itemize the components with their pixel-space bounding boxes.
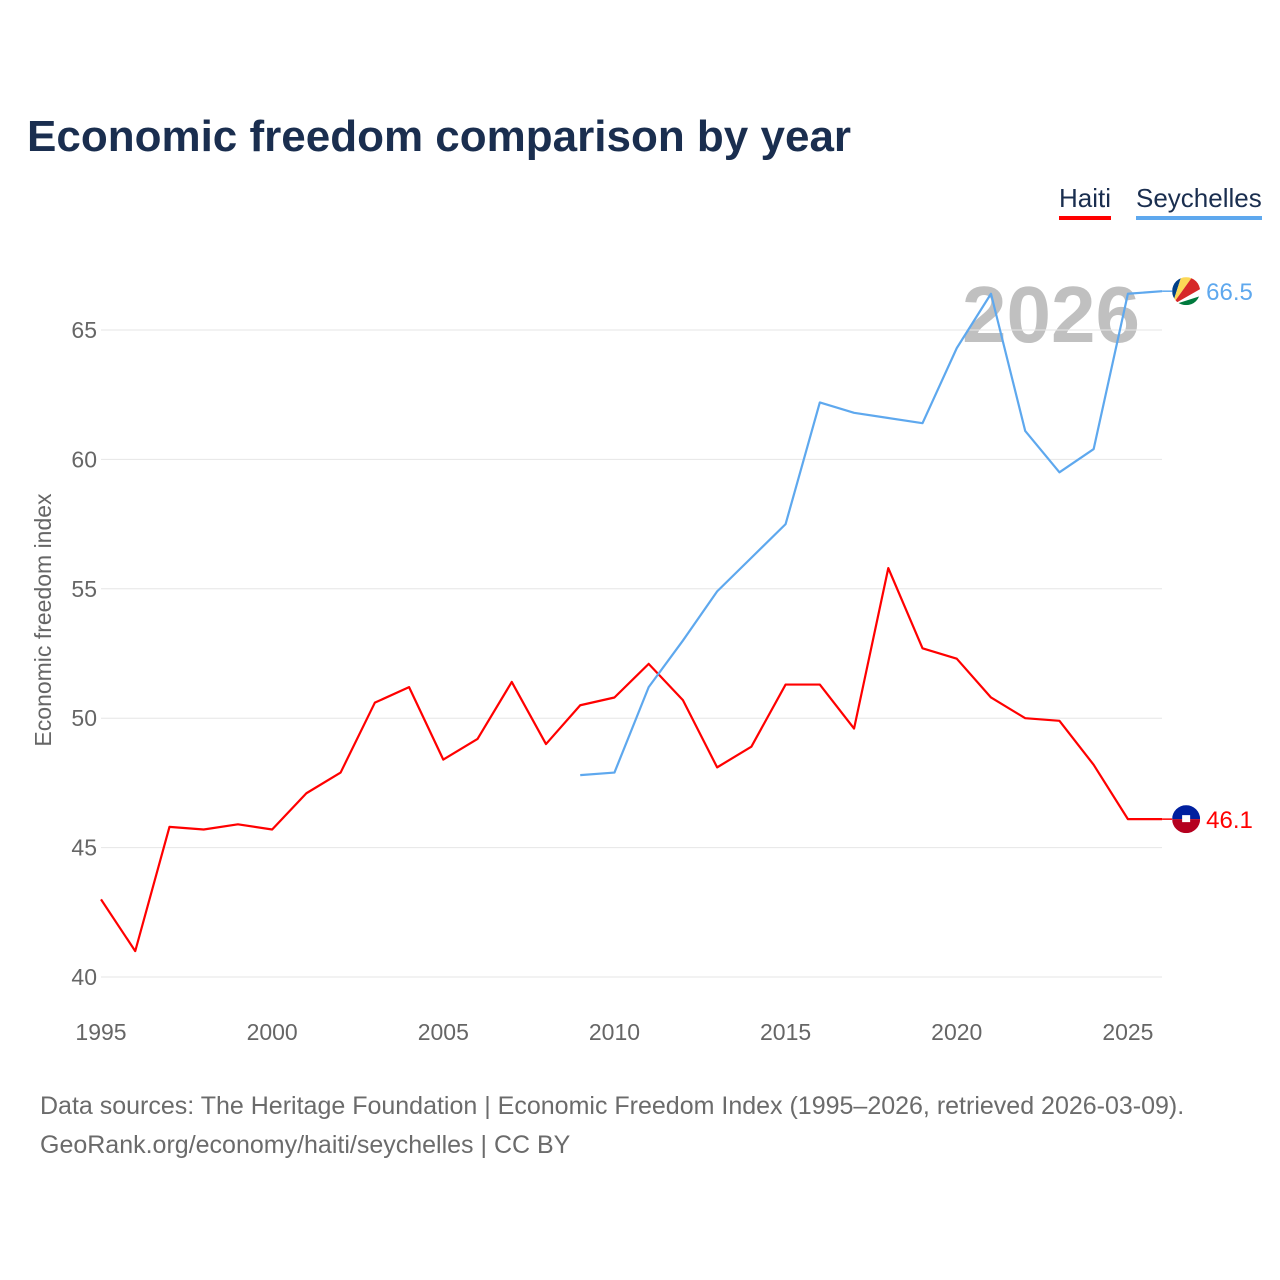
data-point bbox=[612, 695, 616, 699]
data-point bbox=[1126, 817, 1130, 821]
x-tick-label: 1995 bbox=[75, 1019, 126, 1045]
data-point bbox=[784, 683, 788, 687]
data-point bbox=[1126, 292, 1130, 296]
x-tick-label: 2010 bbox=[589, 1019, 640, 1045]
source-link[interactable]: GeoRank.org/economy/haiti/seychelles | C… bbox=[40, 1131, 571, 1159]
data-point bbox=[784, 522, 788, 526]
data-point bbox=[852, 411, 856, 415]
data-point bbox=[612, 771, 616, 775]
data-point bbox=[578, 773, 582, 777]
data-point bbox=[304, 791, 308, 795]
data-point bbox=[236, 822, 240, 826]
data-point bbox=[886, 416, 890, 420]
data-point bbox=[681, 698, 685, 702]
data-point bbox=[989, 695, 993, 699]
data-point bbox=[441, 758, 445, 762]
end-value-label-haiti: 46.1 bbox=[1206, 807, 1253, 834]
data-point bbox=[544, 742, 548, 746]
data-point bbox=[749, 556, 753, 560]
data-point bbox=[339, 771, 343, 775]
data-point bbox=[955, 346, 959, 350]
x-tick-label: 2020 bbox=[931, 1019, 982, 1045]
data-point bbox=[1023, 716, 1027, 720]
data-point bbox=[749, 745, 753, 749]
end-value-label-seychelles: 66.5 bbox=[1206, 279, 1253, 306]
data-point bbox=[167, 825, 171, 829]
x-tick-label: 2015 bbox=[760, 1019, 811, 1045]
source-note: Data sources: The Heritage Foundation | … bbox=[40, 1092, 1185, 1120]
data-point bbox=[1092, 763, 1096, 767]
seychelles-flag-icon bbox=[1172, 277, 1201, 306]
data-point bbox=[1092, 447, 1096, 451]
data-point bbox=[921, 646, 925, 650]
y-tick-label: 45 bbox=[71, 835, 97, 861]
data-point bbox=[407, 685, 411, 689]
data-point bbox=[715, 765, 719, 769]
y-tick-label: 65 bbox=[71, 317, 97, 343]
y-tick-label: 50 bbox=[71, 705, 97, 731]
legend-item-haiti[interactable]: Haiti bbox=[1059, 183, 1112, 220]
series-line-seychelles bbox=[580, 290, 1163, 777]
data-point bbox=[510, 680, 514, 684]
data-point bbox=[989, 292, 993, 296]
data-point bbox=[373, 701, 377, 705]
data-point bbox=[578, 703, 582, 707]
data-point bbox=[1057, 470, 1061, 474]
data-point bbox=[818, 400, 822, 404]
legend-item-seychelles[interactable]: Seychelles bbox=[1136, 183, 1262, 220]
x-tick-label: 2025 bbox=[1102, 1019, 1153, 1045]
x-tick-label: 2000 bbox=[247, 1019, 298, 1045]
data-point bbox=[647, 685, 651, 689]
y-axis-label: Economic freedom index bbox=[30, 493, 56, 747]
chart-title: Economic freedom comparison by year bbox=[27, 112, 852, 161]
data-point bbox=[921, 421, 925, 425]
data-point bbox=[476, 737, 480, 741]
y-tick-label: 60 bbox=[71, 446, 97, 472]
data-point bbox=[647, 662, 651, 666]
data-point bbox=[955, 657, 959, 661]
data-point bbox=[715, 589, 719, 593]
data-point bbox=[99, 897, 103, 901]
x-tick-label: 2005 bbox=[418, 1019, 469, 1045]
data-point bbox=[681, 639, 685, 643]
y-tick-label: 55 bbox=[71, 576, 97, 602]
data-point bbox=[133, 949, 137, 953]
data-point bbox=[202, 827, 206, 831]
data-point bbox=[1023, 429, 1027, 433]
haiti-flag-icon bbox=[1172, 805, 1201, 834]
year-watermark: 2026 bbox=[962, 270, 1140, 359]
data-point bbox=[270, 827, 274, 831]
y-tick-label: 40 bbox=[71, 964, 97, 990]
data-point bbox=[886, 566, 890, 570]
footer: Data sources: The Heritage Foundation | … bbox=[40, 1087, 1184, 1165]
data-point bbox=[852, 727, 856, 731]
data-point bbox=[818, 683, 822, 687]
series-line-haiti bbox=[100, 566, 1163, 953]
data-point bbox=[1057, 719, 1061, 723]
